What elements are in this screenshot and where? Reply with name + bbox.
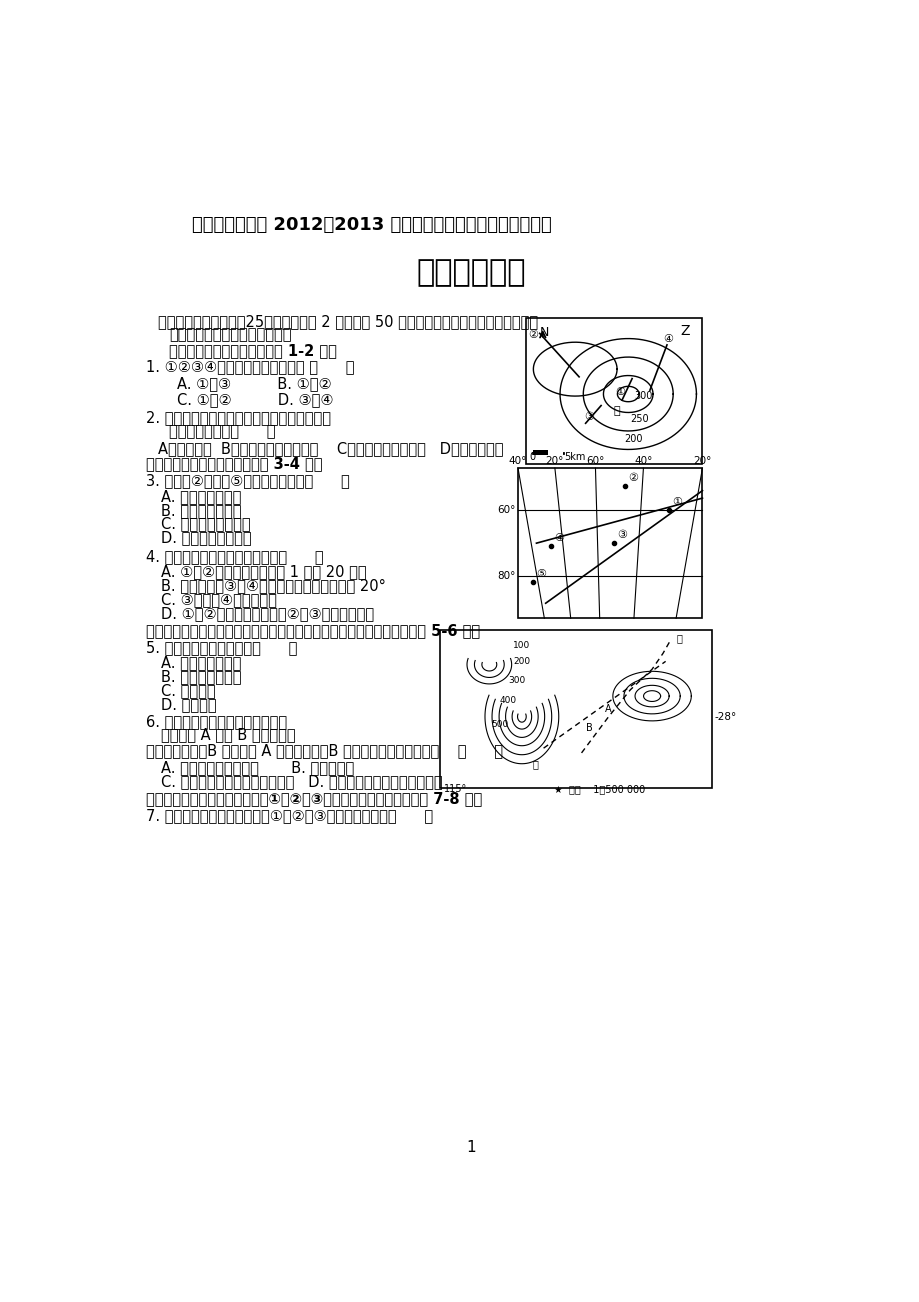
Text: B. 一直向正西方向: B. 一直向正西方向 xyxy=(162,503,242,518)
Text: A、放牧山羊  B、种植喜阳的经济林木    C、修梯田，种植水稺   D、营造混交林: A、放牧山羊 B、种植喜阳的经济林木 C、修梯田，种植水稺 D、营造混交林 xyxy=(157,441,503,456)
Text: B. 任何一日，③、④两地的正午太阳高度差为 20°: B. 任何一日，③、④两地的正午太阳高度差为 20° xyxy=(162,578,386,594)
Text: 400: 400 xyxy=(499,697,516,706)
Text: ①: ① xyxy=(672,497,682,506)
Text: N: N xyxy=(539,326,549,339)
Text: 读我国某区域等高线地形图（单位：米），虚线表示拟建的公路线，回答 5-6 题。: 读我国某区域等高线地形图（单位：米），虚线表示拟建的公路线，回答 5-6 题。 xyxy=(146,622,480,638)
Text: 1: 1 xyxy=(466,1141,476,1155)
Text: ①: ① xyxy=(615,388,625,397)
Text: 115°: 115° xyxy=(444,784,467,794)
Text: 60°: 60° xyxy=(497,505,516,516)
Bar xyxy=(440,630,711,788)
Text: 7. 若该地理事物为水田梯田，①、②、③为梯田边界，则（      ）: 7. 若该地理事物为水田梯田，①、②、③为梯田边界，则（ ） xyxy=(146,807,433,823)
Text: 20°: 20° xyxy=(545,456,563,466)
Text: Z: Z xyxy=(680,324,689,339)
Text: 2. 若乙坡植物受破坏成为荒地，则对其合理的: 2. 若乙坡植物受破坏成为荒地，则对其合理的 xyxy=(146,410,331,426)
Text: 4. 关于图中各点的叙述正确的是（      ）: 4. 关于图中各点的叙述正确的是（ ） xyxy=(146,549,323,564)
Text: 一、选择题（本大题全25小题，每小题 2 分，共计 50 分。在每小题给出的四个选项中，只: 一、选择题（本大题全25小题，每小题 2 分，共计 50 分。在每小题给出的四个… xyxy=(157,314,538,329)
Text: D. 先向西北后向西南: D. 先向西北后向西南 xyxy=(162,530,252,546)
Text: 300: 300 xyxy=(507,676,525,685)
Text: 开发整治措施是（      ）: 开发整治措施是（ ） xyxy=(169,424,276,439)
Text: A: A xyxy=(605,703,611,713)
Text: ③: ③ xyxy=(617,530,627,540)
Bar xyxy=(525,318,702,465)
Text: 3. 飞机由②地飞往⑤地的最短航线是（      ）: 3. 飞机由②地飞往⑤地的最短航线是（ ） xyxy=(146,474,349,488)
Text: 60°: 60° xyxy=(585,456,604,466)
Text: 80°: 80° xyxy=(497,572,516,581)
Text: 200: 200 xyxy=(513,658,530,665)
Text: 有一项是最符合题目要求的。）: 有一项是最符合题目要求的。） xyxy=(169,327,291,342)
Text: ★  稻田    1：500 000: ★ 稻田 1：500 000 xyxy=(554,784,645,794)
Text: 250: 250 xyxy=(630,414,648,423)
Text: 1. ①②③④四条坡面线的坡度比较 （      ）: 1. ①②③④四条坡面线的坡度比较 （ ） xyxy=(146,359,354,375)
Text: 0: 0 xyxy=(528,452,535,462)
Text: 40°: 40° xyxy=(508,456,527,466)
Text: B. 从西南流向东北: B. 从西南流向东北 xyxy=(162,669,242,684)
Text: 右为北华球某地理事物示意图，①、②、③的数值逐渐减小，据此回答 7-8 题。: 右为北华球某地理事物示意图，①、②、③的数值逐渐减小，据此回答 7-8 题。 xyxy=(146,790,482,806)
Text: A. ①、②两地的地方时相差 1 小时 20 分钟: A. ①、②两地的地方时相差 1 小时 20 分钟 xyxy=(162,564,367,579)
Text: 乙: 乙 xyxy=(675,633,681,643)
Text: 池州市第一中学 2012～2013 学年度第二学期期中教学质量检测: 池州市第一中学 2012～2013 学年度第二学期期中教学质量检测 xyxy=(192,216,551,234)
Text: D. ①、②两点间的距离等于②、③两点间的距离: D. ①、②两点间的距离等于②、③两点间的距离 xyxy=(162,605,374,621)
Text: 40°: 40° xyxy=(633,456,652,466)
Text: 公路，有 A 线和 B 线两个方案: 公路，有 A 线和 B 线两个方案 xyxy=(162,728,296,742)
Text: 20°: 20° xyxy=(693,456,711,466)
Text: 100: 100 xyxy=(513,641,530,650)
Text: ④: ④ xyxy=(663,335,673,345)
Text: ⑤: ⑤ xyxy=(535,569,545,579)
Text: 300: 300 xyxy=(634,391,652,401)
Text: 6. 若在甲、乙两城镇之间修建一条: 6. 若在甲、乙两城镇之间修建一条 xyxy=(146,713,287,729)
Text: C. ③地位于④地的东北方: C. ③地位于④地的东北方 xyxy=(162,592,277,607)
Text: D. 从南向北: D. 从南向北 xyxy=(162,697,217,712)
Text: 高二地理试卷: 高二地理试卷 xyxy=(416,259,526,288)
Text: 5km: 5km xyxy=(564,452,585,462)
Text: A. 从东北流向西南: A. 从东北流向西南 xyxy=(162,655,242,671)
Text: 甲: 甲 xyxy=(532,759,538,769)
Text: ②: ② xyxy=(628,473,638,483)
Bar xyxy=(533,450,548,454)
Bar xyxy=(517,469,702,618)
Text: A. 线路较短，工程量小       B. 坡度较平缓: A. 线路较短，工程量小 B. 坡度较平缓 xyxy=(162,760,355,775)
Text: 读南华球某区域经纬网图，回答 3-4 题。: 读南华球某区域经纬网图，回答 3-4 题。 xyxy=(146,457,323,471)
Text: 甲: 甲 xyxy=(613,406,619,415)
Text: B: B xyxy=(585,723,593,733)
Text: A. ①＜③          B. ①＞②: A. ①＜③ B. ①＞② xyxy=(176,376,331,392)
Text: C. 从北向南: C. 从北向南 xyxy=(162,684,216,698)
Text: （虚线表示），B 线方案与 A 线方案相比，B 线方案主要的有利条件是    （      ）: （虚线表示），B 线方案与 A 线方案相比，B 线方案主要的有利条件是 （ ） xyxy=(146,743,503,758)
Text: ③: ③ xyxy=(584,413,594,422)
Text: 读华北某地地形图，据图判断 1-2 题：: 读华北某地地形图，据图判断 1-2 题： xyxy=(169,344,336,358)
Text: ④: ④ xyxy=(554,533,563,543)
Text: C. 先向东南再向东北: C. 先向东南再向东北 xyxy=(162,517,251,531)
Text: ②: ② xyxy=(528,329,538,340)
Bar xyxy=(548,450,562,454)
Text: C. 不用修建大型桥梁，少占耕地   D. 连接多个居民点，社会效益大: C. 不用修建大型桥梁，少占耕地 D. 连接多个居民点，社会效益大 xyxy=(162,773,443,789)
Text: 200: 200 xyxy=(624,434,642,444)
Text: 5. 图中主要河流的流向是（      ）: 5. 图中主要河流的流向是（ ） xyxy=(146,639,297,655)
Text: -28°: -28° xyxy=(713,712,735,721)
Text: A. 一直向正东方向: A. 一直向正东方向 xyxy=(162,488,242,504)
Text: C. ①＜②          D. ③＝④: C. ①＜② D. ③＝④ xyxy=(176,392,334,406)
Text: 500: 500 xyxy=(491,720,508,729)
